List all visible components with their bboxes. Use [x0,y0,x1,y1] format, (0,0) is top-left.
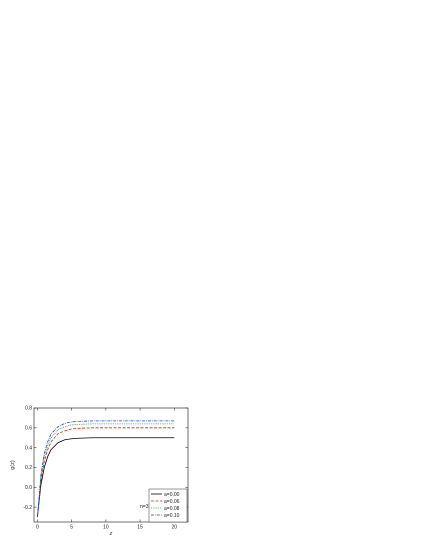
series-layer [37,420,175,518]
annotation-n: n=3 [140,504,149,510]
ticks-layer: 0 5 10 15 20 -0.2 0.0 0.2 0.4 0.6 0.8 [23,406,188,531]
y-axis-label: g(z) [10,460,16,470]
y-tick-label: 0.2 [25,465,32,471]
x-tick-label: 10 [103,525,109,531]
plot-frame [33,407,189,523]
x-tick-label: 20 [172,525,178,531]
series-line-4 [37,420,175,518]
y-tick-label: 0.0 [25,485,32,491]
series-line-1 [37,437,175,518]
x-tick-label: 15 [137,525,143,531]
series-line-2 [37,427,175,518]
x-tick-label: 5 [70,525,73,531]
y-tick-label: 0.4 [25,445,32,451]
legend-label-3: a=0.08 [164,506,180,512]
legend-label-2: a=0.06 [164,499,180,505]
x-axis-label: z [109,531,113,537]
y-tick-label: 0.6 [25,426,32,432]
y-tick-label: 0.8 [25,406,32,412]
legend: a=0.00a=0.06a=0.08a=0.10 [148,488,188,523]
series-line-3 [37,423,175,518]
legend-label-1: a=0.00 [164,492,180,498]
y-tick-label: -0.2 [23,505,32,511]
x-tick-label: 0 [36,525,39,531]
legend-label-4: a=0.10 [164,513,180,519]
legend-box [148,488,188,523]
